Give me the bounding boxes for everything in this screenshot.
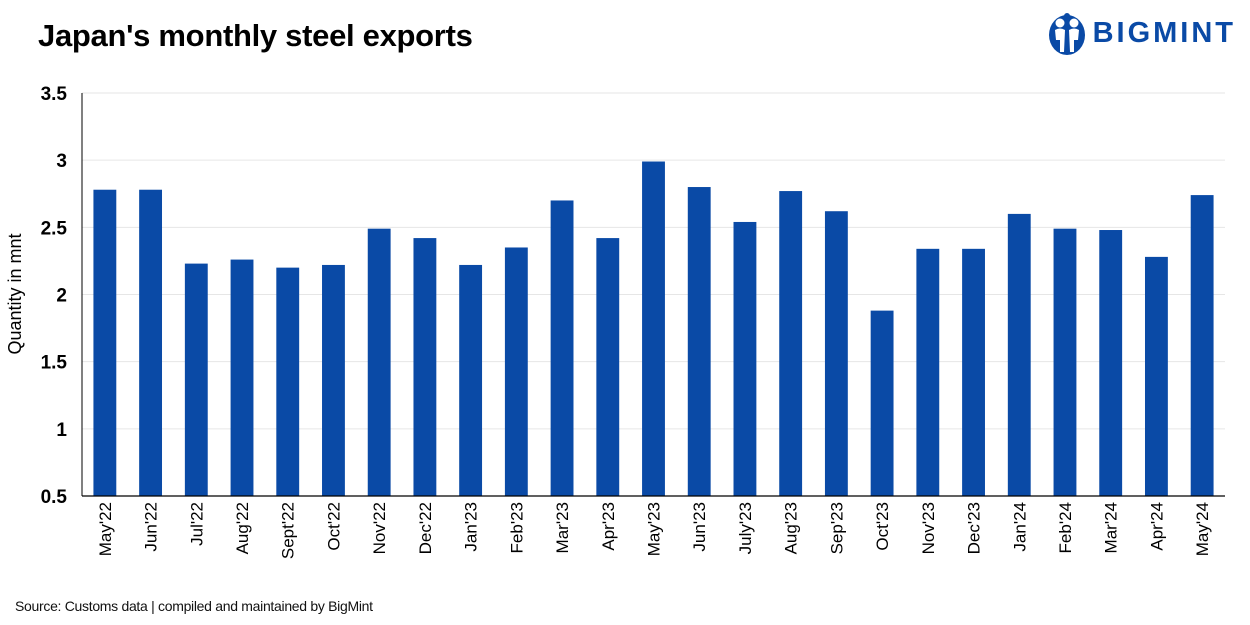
y-tick-label: 0.5 — [41, 487, 68, 508]
y-tick-label: 2.5 — [41, 218, 68, 239]
bar — [1099, 230, 1123, 496]
x-tick-label: Sep'23 — [827, 502, 846, 554]
x-tick-label: Mar'24 — [1102, 502, 1121, 553]
bar — [733, 221, 757, 496]
x-tick-label: Aug'22 — [233, 502, 252, 554]
bar — [687, 187, 711, 497]
y-tick-label: 3.5 — [41, 84, 68, 105]
logo-text: BIGMINT — [1092, 16, 1236, 49]
bar — [550, 200, 574, 496]
x-tick-label: Feb'23 — [507, 502, 526, 553]
x-tick-label: Mar'23 — [553, 502, 572, 553]
x-tick-label: Feb'24 — [1056, 502, 1075, 553]
bar — [93, 189, 117, 496]
x-tick-label: July'23 — [736, 502, 755, 554]
y-tick-label: 2 — [56, 286, 67, 307]
x-tick-label: Oct'23 — [873, 502, 892, 551]
bar — [504, 247, 528, 496]
y-tick-labels: 0.5 1 1.5 2 2.5 3 3.5 — [41, 84, 68, 508]
bar — [870, 310, 894, 496]
bar — [1053, 228, 1077, 496]
axes — [81, 93, 1225, 497]
x-tick-label: May'22 — [96, 502, 115, 556]
bar — [824, 211, 848, 497]
y-tick-label: 1 — [56, 420, 67, 441]
y-tick-label: 3 — [56, 151, 67, 172]
y-tick-label: 1.5 — [41, 353, 68, 374]
x-tick-label: Oct'22 — [324, 502, 343, 551]
bar — [1190, 195, 1214, 497]
bar — [596, 238, 620, 496]
x-tick-label: Jan'24 — [1010, 502, 1029, 552]
source-note: Source: Customs data | compiled and main… — [15, 598, 373, 614]
x-tick-label: Nov'23 — [919, 502, 938, 554]
bar — [1144, 256, 1168, 496]
x-tick-label: Aug'23 — [782, 502, 801, 554]
x-tick-label: Nov'22 — [370, 502, 389, 554]
bigmint-logo: BIGMINT — [1047, 10, 1236, 56]
bar — [413, 238, 437, 496]
bar — [962, 248, 985, 496]
x-tick-label: Jun'23 — [690, 502, 709, 552]
x-tick-label: Dec'23 — [965, 502, 984, 554]
x-tick-label: Jul'22 — [187, 502, 206, 546]
bigmint-people-icon — [1048, 13, 1085, 55]
bar — [139, 189, 163, 496]
chart-title: Japan's monthly steel exports — [38, 18, 473, 53]
bars — [93, 161, 1214, 497]
bar — [779, 191, 803, 496]
x-tick-label: Apr'23 — [599, 502, 618, 551]
bar — [322, 264, 345, 496]
bar — [916, 248, 940, 496]
x-tick-labels: May'22 Jun'22 Jul'22 Aug'22 Sept'22 Oct'22 Nov… — [96, 502, 1212, 559]
x-tick-label: May'23 — [645, 502, 664, 556]
x-tick-label: Dec'22 — [416, 502, 435, 554]
y-axis-title: Quantity in mnt — [5, 233, 25, 354]
x-tick-label: Jun'22 — [142, 502, 161, 552]
bar — [459, 264, 483, 496]
bar — [276, 267, 300, 496]
x-tick-label: Jan'23 — [462, 502, 481, 552]
bar — [367, 228, 391, 496]
bar — [1007, 213, 1031, 496]
bar — [642, 161, 665, 496]
x-tick-label: Sept'22 — [279, 502, 298, 559]
bar — [230, 259, 254, 496]
x-tick-label: Apr'24 — [1147, 502, 1166, 551]
bar — [184, 263, 208, 496]
x-tick-label: May'24 — [1193, 502, 1212, 556]
